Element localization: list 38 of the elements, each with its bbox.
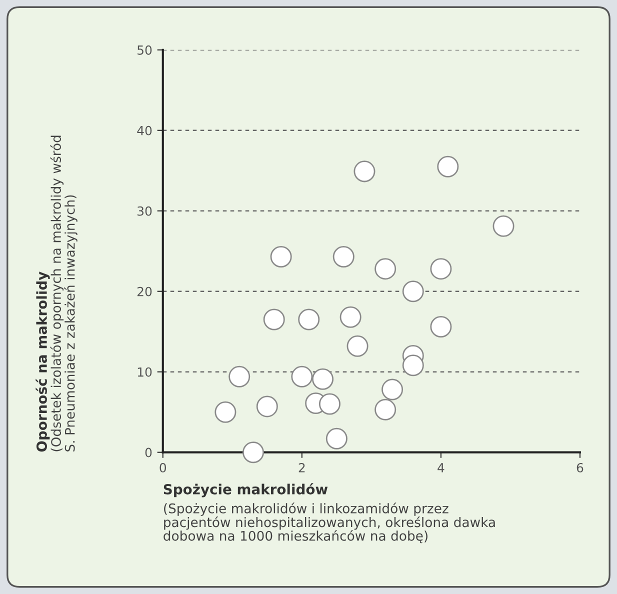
point (437, 156, 459, 178)
point (402, 280, 424, 302)
x-tick-label: 4 (438, 463, 444, 472)
point (430, 258, 452, 280)
y-tick-label: 10 (138, 367, 152, 377)
point (318, 393, 340, 415)
x-tick-label: 2 (298, 462, 305, 472)
point (430, 316, 452, 338)
x-axis-title: Spożycie makrolidów (164, 483, 328, 498)
point (332, 246, 354, 268)
point (242, 442, 264, 464)
point (354, 160, 376, 182)
text: (Spożycie makrolidów i linkozamidów przez pacjentów niehospitalizowanych, określona dawka dobowa na 1000 mieszkańców na dobę) (164, 502, 495, 544)
y-tick-label: 20 (137, 286, 152, 296)
point (492, 215, 514, 237)
text: (Odsetek izolatów opornych na makrolidy wśród S. Pneumoniae z zakażeń inwazyjnych) (50, 136, 78, 452)
point (374, 258, 396, 280)
point (326, 428, 348, 450)
point (214, 401, 236, 423)
y-tick-label: 40 (137, 126, 152, 136)
point (374, 398, 396, 420)
point (291, 366, 313, 388)
point (228, 366, 250, 388)
x-tick-label: 0 (160, 462, 166, 472)
text: Oporność na makrolidy (36, 272, 50, 452)
point (402, 354, 424, 376)
point (263, 308, 285, 330)
point (382, 378, 404, 400)
point (298, 308, 320, 330)
x-tick-label: 6 (576, 462, 584, 472)
point (256, 396, 278, 418)
point (312, 368, 334, 390)
point (270, 246, 292, 268)
y-tick-label: 50 (138, 45, 152, 55)
y-tick-label: 30 (138, 206, 152, 216)
y-tick-label: 0 (145, 448, 152, 458)
point (340, 306, 362, 328)
point (346, 335, 368, 357)
